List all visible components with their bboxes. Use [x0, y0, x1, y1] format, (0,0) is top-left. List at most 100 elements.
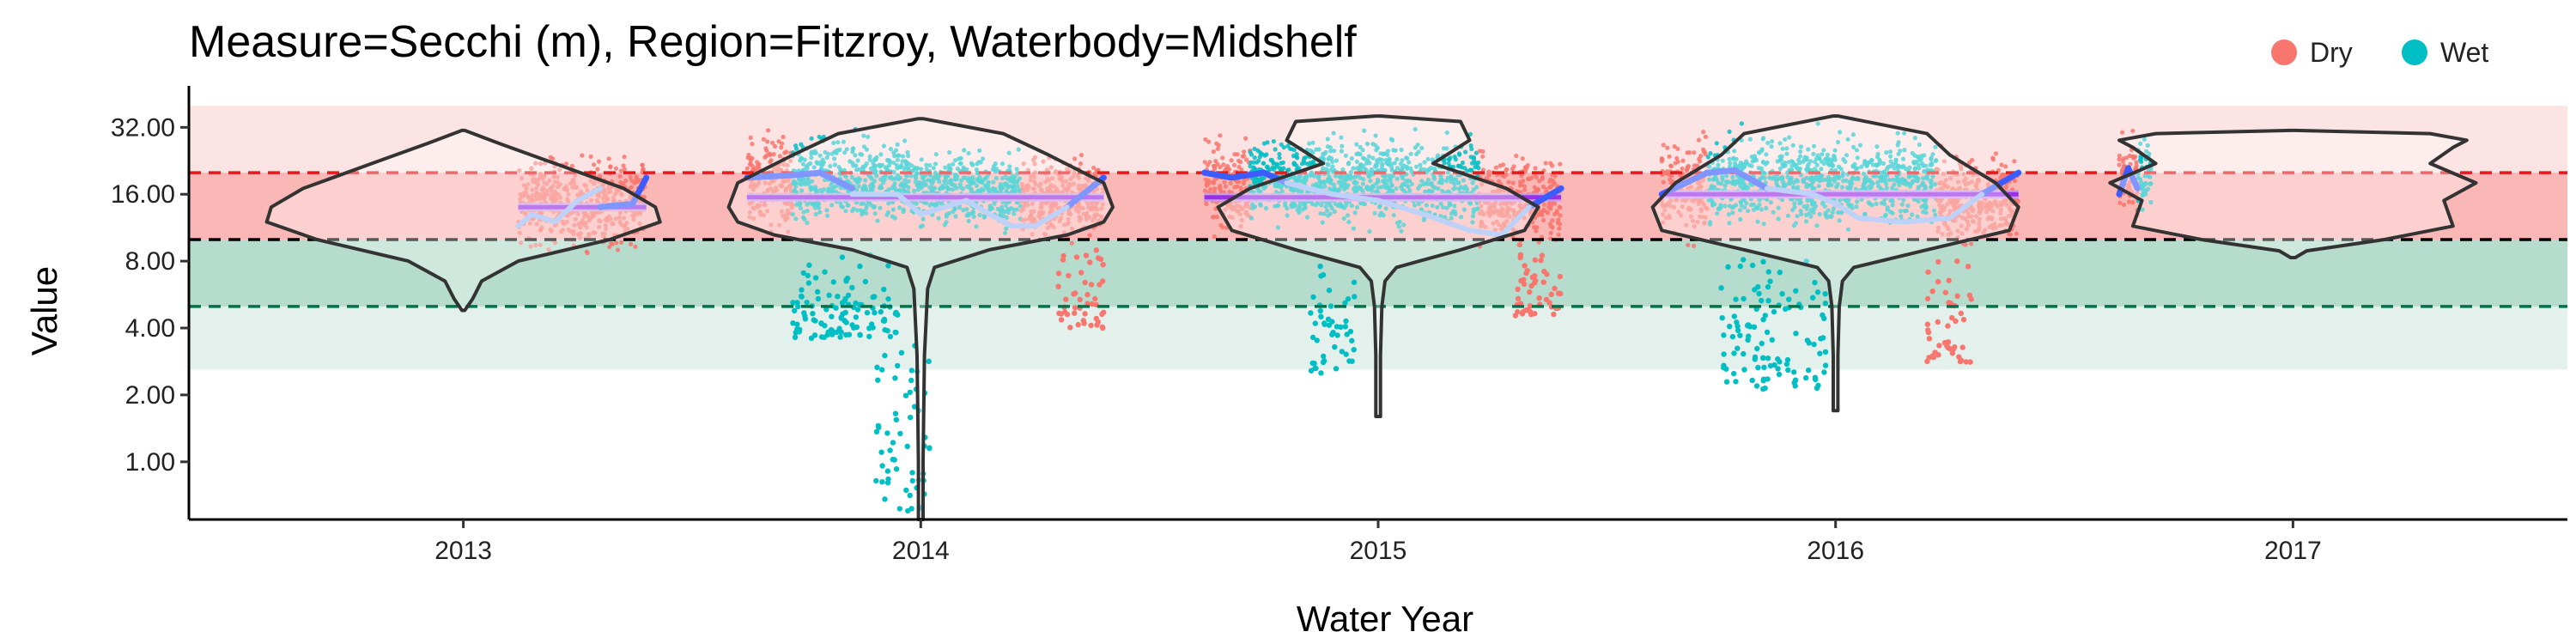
data-point: [828, 163, 833, 168]
data-point: [756, 163, 761, 168]
data-point: [848, 159, 853, 164]
data-point: [557, 182, 563, 187]
data-point: [600, 231, 605, 236]
data-point: [1463, 149, 1468, 155]
data-point: [762, 155, 768, 160]
outlier-point: [829, 331, 835, 337]
data-point: [768, 152, 773, 157]
data-point: [854, 187, 860, 192]
data-point: [1294, 151, 1299, 157]
data-point: [538, 171, 544, 177]
outlier-point: [1541, 268, 1547, 275]
data-point: [793, 143, 799, 149]
outlier-point: [822, 269, 828, 275]
data-point: [614, 240, 619, 246]
data-point: [1465, 168, 1470, 173]
data-point: [1540, 184, 1546, 190]
data-point: [575, 232, 581, 237]
data-point: [1514, 153, 1519, 159]
data-point: [543, 191, 548, 197]
data-point: [768, 160, 773, 165]
outlier-point: [1060, 252, 1066, 259]
outlier-point: [1812, 279, 1818, 286]
outlier-point: [1745, 337, 1751, 343]
outlier-point: [1339, 349, 1346, 355]
data-point: [533, 242, 538, 248]
data-point: [2014, 231, 2020, 236]
data-point: [531, 197, 537, 204]
data-point: [1243, 157, 1249, 162]
outlier-point: [1309, 334, 1316, 341]
data-point: [1078, 153, 1084, 158]
data-point: [832, 156, 837, 161]
data-point: [765, 209, 770, 214]
data-point: [770, 140, 775, 145]
data-point: [853, 153, 858, 158]
data-point: [2133, 155, 2138, 160]
outlier-point: [1333, 366, 1340, 372]
data-point: [767, 181, 773, 186]
data-point: [1480, 154, 1485, 159]
outlier-point: [840, 311, 846, 317]
outlier-point: [1532, 273, 1538, 279]
outlier-point: [904, 443, 910, 449]
data-point: [535, 178, 541, 183]
outlier-point: [811, 332, 818, 338]
data-point: [905, 149, 910, 155]
data-point: [1556, 217, 1561, 222]
outlier-point: [1087, 259, 1093, 265]
data-point: [556, 191, 562, 197]
data-point: [1210, 179, 1215, 185]
outlier-point: [826, 292, 832, 298]
data-point: [785, 208, 790, 213]
data-point: [527, 221, 532, 226]
data-point: [1069, 240, 1074, 246]
data-point: [1477, 149, 1482, 154]
data-point: [578, 189, 584, 195]
data-point: [856, 184, 861, 189]
data-point: [621, 216, 627, 221]
outlier-point: [1765, 376, 1771, 382]
outlier-point: [866, 333, 872, 340]
outlier-point: [841, 298, 848, 304]
data-point: [1511, 164, 1516, 169]
outlier-point: [1088, 282, 1095, 288]
data-point: [531, 216, 536, 222]
outlier-point: [1761, 364, 1767, 370]
data-point: [530, 187, 535, 192]
data-point: [550, 184, 556, 189]
data-point: [533, 161, 538, 166]
outlier-point: [887, 447, 893, 453]
outlier-point: [1735, 345, 1741, 351]
outlier-point: [884, 480, 891, 486]
data-point: [1291, 148, 1297, 153]
outlier-point: [818, 334, 825, 340]
data-point: [571, 232, 576, 237]
data-point: [2012, 159, 2017, 164]
data-point: [588, 154, 593, 159]
data-point: [629, 185, 635, 190]
outlier-point: [845, 292, 852, 299]
outlier-point: [1343, 318, 1349, 325]
outlier-point: [1310, 294, 1316, 301]
data-point: [786, 229, 791, 234]
data-point: [1202, 188, 1208, 193]
data-point: [761, 213, 767, 218]
data-point: [1534, 228, 1539, 234]
outlier-point: [1765, 283, 1771, 290]
data-point: [757, 210, 762, 215]
data-point: [592, 162, 597, 167]
outlier-point: [1785, 367, 1791, 374]
data-point: [1214, 215, 1219, 220]
data-point: [596, 159, 602, 164]
data-point: [1701, 149, 1706, 155]
data-point: [565, 197, 570, 202]
outlier-point: [875, 377, 881, 383]
outlier-point: [812, 275, 819, 281]
outlier-point: [1352, 294, 1358, 300]
data-point: [863, 178, 868, 183]
outlier-point: [1552, 285, 1558, 292]
outlier-point: [878, 367, 885, 373]
outlier-point: [797, 326, 803, 332]
